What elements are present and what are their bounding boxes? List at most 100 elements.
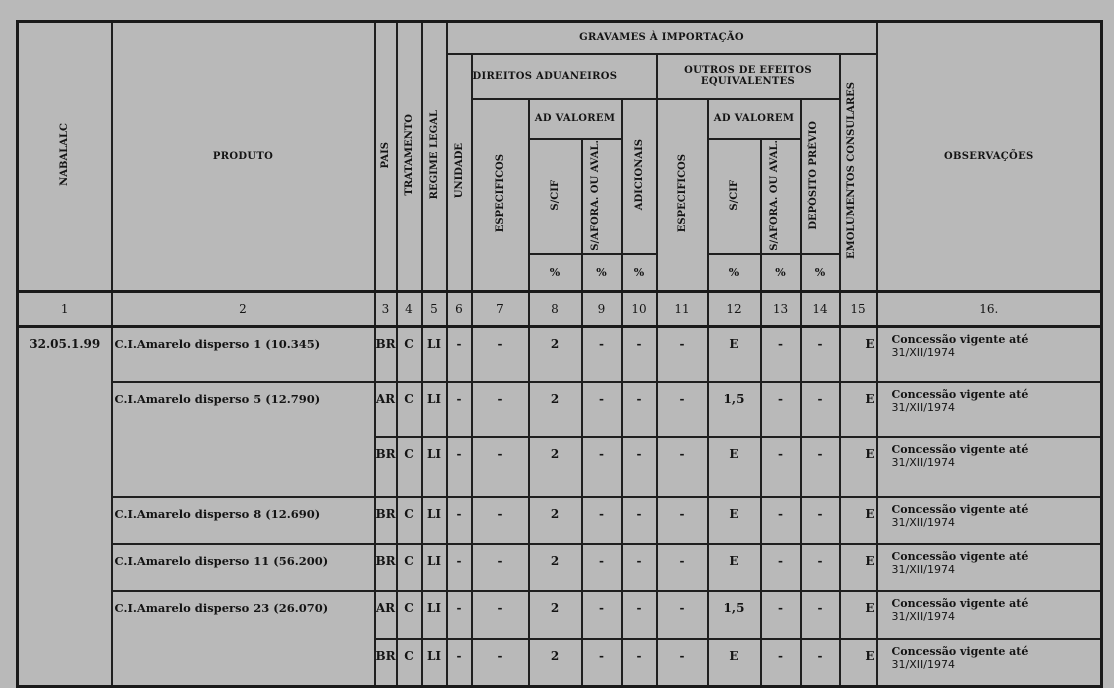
column-number: 11	[655, 289, 709, 328]
header-pais: PAIS	[373, 20, 398, 293]
outros-s-cif-value: E	[706, 496, 762, 546]
ad-valorem-s-afora-value: -	[580, 436, 623, 499]
unidade-value: -	[445, 381, 473, 439]
column-number: 12	[706, 289, 762, 328]
header-s-cif-2: S/CIF	[706, 137, 762, 256]
adicionais-value: -	[620, 436, 658, 499]
outros-especificos-value: -	[655, 543, 709, 593]
outros-s-cif-value: E	[706, 325, 762, 384]
table-row: 32.05.1.99 C.I.Amarelo disperso 1 (10.345…	[16, 325, 1103, 688]
observation-line: 31/XII/1974	[891, 658, 955, 672]
ad-valorem-s-afora-value: -	[580, 638, 623, 688]
observation-line: Concessão vigente até	[891, 443, 1029, 457]
outros-s-afora-value: -	[759, 325, 802, 384]
ad-valorem-s-cif-value: 2	[527, 543, 583, 593]
pais-value: BR	[373, 638, 398, 688]
observation: Concessão vigente até 31/XII/1974	[875, 496, 1103, 546]
column-number: 7	[470, 289, 530, 328]
tratamento-value: C	[395, 590, 423, 641]
pais-value: BR	[373, 436, 398, 499]
ad-valorem-s-cif-value: 2	[527, 638, 583, 688]
observation: Concessão vigente até 31/XII/1974	[875, 381, 1103, 439]
deposito-previo-value: -	[799, 638, 841, 688]
regime-legal-value: LI	[420, 638, 448, 688]
emolumentos-value: E	[838, 325, 878, 384]
header-gravames: GRAVAMES À IMPORTAÇÃO	[445, 20, 878, 55]
header-nabalalc: NABALALC	[16, 20, 113, 293]
column-number: 1	[16, 289, 113, 328]
column-number: 8	[527, 289, 583, 328]
observation-line: Concessão vigente até	[891, 597, 1029, 611]
unidade-value: -	[445, 590, 473, 641]
ad-valorem-s-afora-value: -	[580, 590, 623, 641]
table-row: BR C LI - -2- - - E - - E Concessão vigente até 31/X…	[18, 436, 1103, 499]
header-tratamento: TRATAMENTO	[395, 20, 423, 293]
tratamento-value: C	[395, 496, 423, 546]
header-adicionais: ADICIONAIS	[620, 97, 658, 256]
unit-percent: %	[706, 253, 762, 293]
emolumentos-value: E	[838, 381, 878, 439]
table-row: C.I.Amarelo disperso 8 (12.690) BR C LI - -2-…	[18, 496, 1103, 546]
unidade-value: -	[445, 638, 473, 688]
unit-percent: %	[799, 253, 841, 293]
unit-percent: %	[580, 253, 623, 293]
emolumentos-value: E	[838, 436, 878, 499]
column-number: 2	[110, 289, 376, 328]
outros-s-cif-value: E	[706, 436, 762, 499]
especificos-value: -	[470, 496, 530, 546]
column-number: 10	[620, 289, 658, 328]
table-row: C.I.Amarelo disperso 23 (26.070) AR C LI - -2…	[18, 590, 1103, 688]
especificos-value: -	[470, 638, 530, 688]
outros-s-afora-value: -	[759, 381, 802, 439]
unit-percent: %	[759, 253, 802, 293]
adicionais-value: -	[620, 638, 658, 688]
column-number: 16.	[875, 289, 1103, 328]
deposito-previo-value: -	[799, 543, 841, 593]
outros-s-afora-value: -	[759, 638, 802, 688]
regime-legal-value: LI	[420, 543, 448, 593]
outros-especificos-value: -	[655, 381, 709, 439]
column-numbers: 1 2 3 4 5 6 7 8 9 10 11 12 13 14 15 16.	[16, 289, 1103, 328]
deposito-previo-value: -	[799, 325, 841, 384]
outros-s-afora-value: -	[759, 543, 802, 593]
header-emolumentos: EMOLUMENTOS CONSULARES	[838, 52, 878, 293]
unidade-value: -	[445, 496, 473, 546]
observation-line: 31/XII/1974	[891, 563, 955, 577]
ad-valorem-s-cif-value: 2	[527, 590, 583, 641]
emolumentos-value: E	[838, 496, 878, 546]
product-name: C.I.Amarelo disperso 5 (12.790)	[110, 381, 376, 499]
outros-s-cif-value: E	[706, 638, 762, 688]
adicionais-value: -	[620, 381, 658, 439]
header-especificos-2: ESPECIFICOS	[655, 97, 709, 293]
header-especificos-1: ESPECIFICOS	[470, 97, 530, 293]
pais-value: BR	[373, 496, 398, 546]
unidade-value: -	[445, 543, 473, 593]
especificos-value: -	[470, 325, 530, 384]
product-name: C.I.Amarelo disperso 11 (56.200)	[110, 543, 376, 593]
regime-legal-value: LI	[420, 496, 448, 546]
regime-legal-value: LI	[420, 436, 448, 499]
outros-especificos-value: -	[655, 325, 709, 384]
adicionais-value: -	[620, 543, 658, 593]
outros-s-cif-value: 1,5	[706, 590, 762, 641]
observation: Concessão vigente até 31/XII/1974	[875, 638, 1103, 688]
observation-line: 31/XII/1974	[891, 345, 955, 359]
table-row: C.I.Amarelo disperso 11 (56.200) BR C LI - -2…	[18, 543, 1103, 593]
observation: Concessão vigente até 31/XII/1974	[875, 543, 1103, 593]
observation-line: Concessão vigente até	[891, 503, 1029, 517]
observation-line: Concessão vigente até	[891, 388, 1029, 402]
outros-especificos-value: -	[655, 638, 709, 688]
ad-valorem-s-afora-value: -	[580, 325, 623, 384]
header-regime-legal: REGIME LEGAL	[420, 20, 448, 293]
tratamento-value: C	[395, 638, 423, 688]
regime-legal-value: LI	[420, 325, 448, 384]
header-s-afora-1: S/AFORA. OU AVAL.	[580, 137, 623, 256]
column-number: 14	[799, 289, 841, 328]
product-name: C.I.Amarelo disperso 1 (10.345)	[110, 325, 376, 384]
header-deposito-previo: DEPÓSITO PRÉVIO	[799, 97, 841, 256]
pais-value: AR	[373, 381, 398, 439]
unit-percent: %	[620, 253, 658, 293]
tratamento-value: C	[395, 543, 423, 593]
unit-percent: %	[527, 253, 583, 293]
observation: Concessão vigente até 31/XII/1974	[875, 436, 1103, 499]
